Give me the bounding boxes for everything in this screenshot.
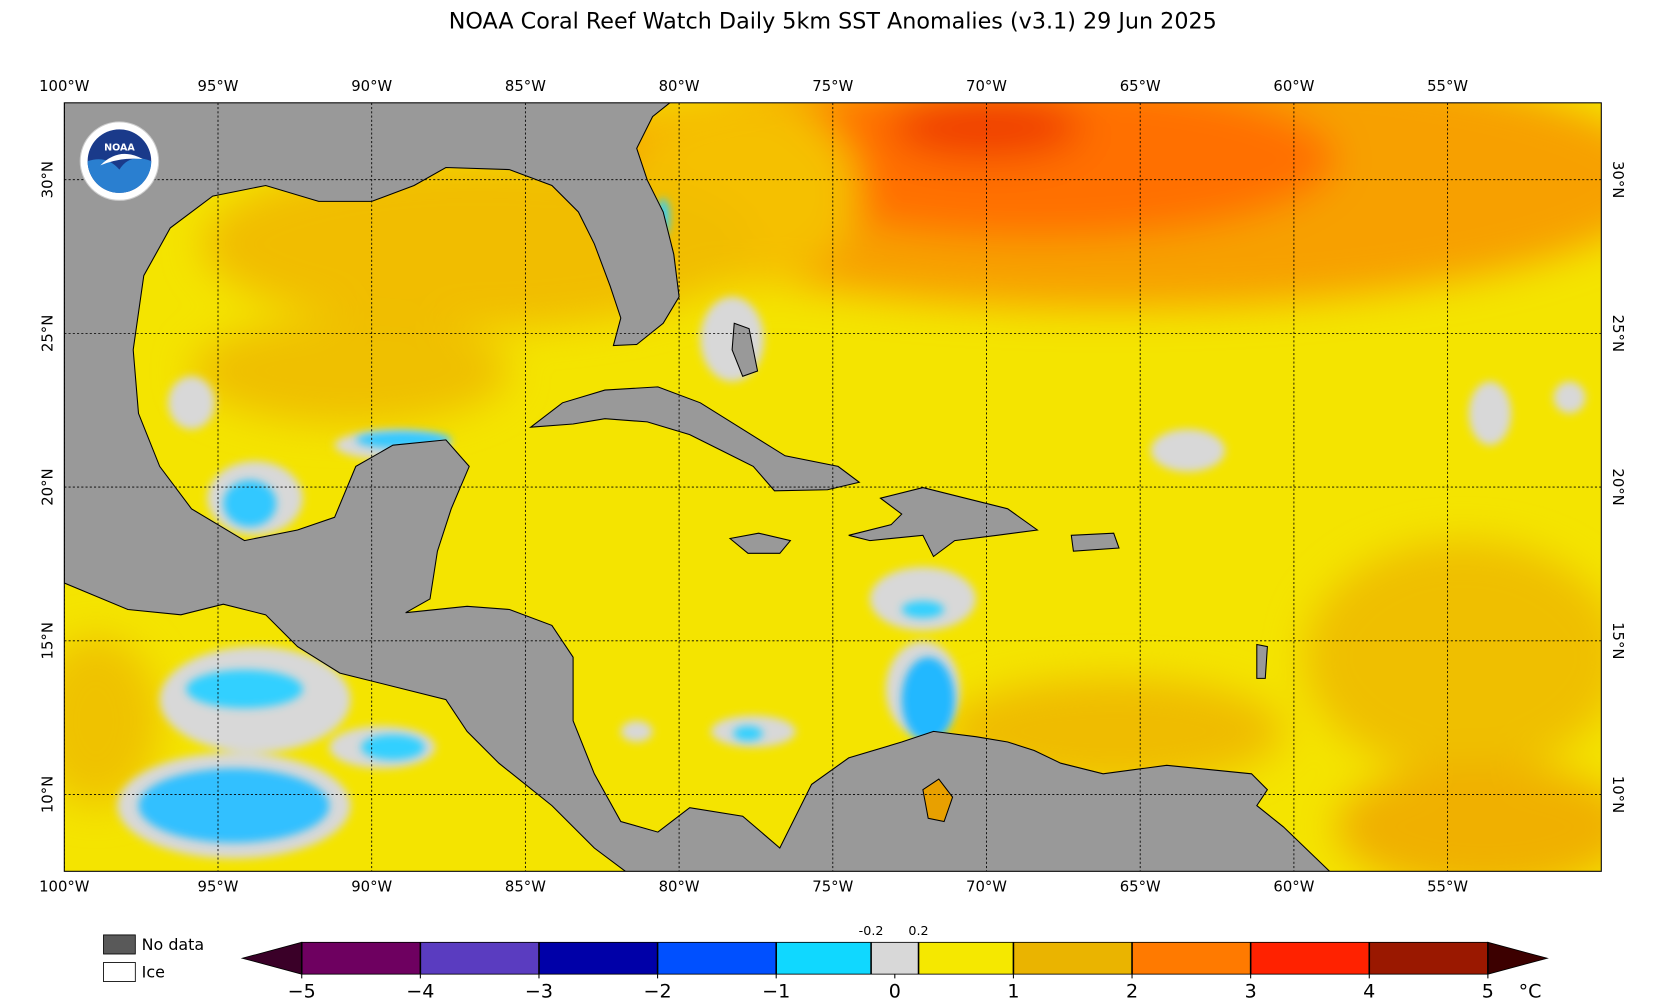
colorbar-segment — [918, 942, 1014, 975]
lat-label-right: 25°N — [1609, 315, 1626, 352]
lon-label-bottom: 85°W — [505, 878, 546, 895]
lon-label-bottom: 75°W — [812, 878, 853, 895]
lat-label-left: 25°N — [40, 315, 57, 352]
andros — [731, 322, 759, 377]
lon-label-bottom: 65°W — [1120, 878, 1161, 895]
legend-swatch — [103, 962, 136, 982]
legend-label: No data — [142, 935, 204, 954]
lon-label-bottom: 95°W — [198, 878, 239, 895]
colorbar-over — [1487, 941, 1549, 975]
lon-label-top: 85°W — [505, 78, 546, 95]
colorbar-segment — [1369, 942, 1488, 975]
colorbar-tick-label: −1 — [762, 980, 790, 1002]
map — [64, 102, 1602, 872]
lon-label-bottom: 55°W — [1427, 878, 1468, 895]
legend-swatch — [103, 934, 136, 955]
jamaica — [728, 532, 792, 554]
lon-label-top: 70°W — [966, 78, 1007, 95]
colorbar-tick-label: −5 — [288, 980, 316, 1002]
cuba — [528, 386, 861, 492]
colorbar-minor-label: 0.2 — [908, 923, 928, 938]
lon-label-top: 60°W — [1273, 78, 1314, 95]
lat-label-right: 30°N — [1609, 161, 1626, 198]
noaa-logo: NOAA — [79, 121, 160, 201]
title: NOAA Coral Reef Watch Daily 5km SST Anom… — [449, 9, 1217, 35]
lesser-antilles — [1256, 643, 1268, 679]
lat-label-left: 20°N — [40, 468, 57, 505]
lat-label-left: 15°N — [40, 622, 57, 659]
lon-label-bottom: 60°W — [1273, 878, 1314, 895]
colorbar-tick-label: −4 — [406, 980, 434, 1002]
land — [64, 102, 1331, 872]
lon-label-top: 75°W — [812, 78, 853, 95]
svg-text:NOAA: NOAA — [104, 143, 135, 154]
colorbar-minor-label: -0.2 — [859, 923, 884, 938]
colorbar-segment — [1250, 942, 1370, 975]
colorbar-tick-label: 5 — [1482, 980, 1494, 1002]
lat-label-right: 15°N — [1609, 622, 1626, 659]
legend-label: Ice — [142, 962, 165, 981]
puerto-rico — [1070, 532, 1120, 552]
lon-label-top: 95°W — [198, 78, 239, 95]
colorbar-segment — [776, 942, 872, 975]
colorbar-segment — [871, 942, 919, 975]
colorbar-tick-label: 4 — [1363, 980, 1375, 1002]
mainland — [64, 102, 1331, 872]
map-frame — [63, 102, 1602, 872]
cool-patches — [138, 198, 955, 843]
colorbar-tick-label: 3 — [1245, 980, 1257, 1002]
lon-label-top: 65°W — [1120, 78, 1161, 95]
lat-label-left: 30°N — [40, 161, 57, 198]
lon-label-top: 80°W — [659, 78, 700, 95]
lon-label-bottom: 70°W — [966, 878, 1007, 895]
hispaniola — [848, 487, 1039, 558]
lon-label-bottom: 80°W — [659, 878, 700, 895]
lat-label-right: 20°N — [1609, 468, 1626, 505]
colorbar-segment — [1132, 942, 1251, 975]
colorbar-segment — [538, 942, 658, 975]
lon-label-top: 90°W — [351, 78, 392, 95]
lon-label-bottom: 100°W — [39, 878, 90, 895]
guajira-islet — [922, 778, 954, 823]
colorbar: −5 −4 −3 −2 −1 0 1 2 3 4 5 -0.2 0.2 °C — [240, 923, 1549, 1002]
colorbar-segment — [420, 942, 539, 975]
colorbar-under — [240, 941, 303, 975]
lat-label-left: 10°N — [40, 776, 57, 813]
colorbar-tick-label: −3 — [525, 980, 553, 1002]
grid — [64, 102, 1602, 872]
colorbar-unit: °C — [1519, 980, 1542, 1002]
lon-label-bottom: 90°W — [351, 878, 392, 895]
colorbar-segment — [301, 942, 421, 975]
colorbar-tick-label: 2 — [1126, 980, 1138, 1002]
lon-label-top: 100°W — [39, 78, 90, 95]
colorbar-segment — [1013, 942, 1133, 975]
colorbar-tick-label: 1 — [1007, 980, 1019, 1002]
colorbar-tick-label: 0 — [889, 980, 901, 1002]
colorbar-tick-label: −2 — [644, 980, 672, 1002]
lon-label-top: 55°W — [1427, 78, 1468, 95]
colorbar-segment — [657, 942, 777, 975]
lat-label-right: 10°N — [1609, 776, 1626, 813]
legend: No data Ice — [103, 934, 204, 982]
